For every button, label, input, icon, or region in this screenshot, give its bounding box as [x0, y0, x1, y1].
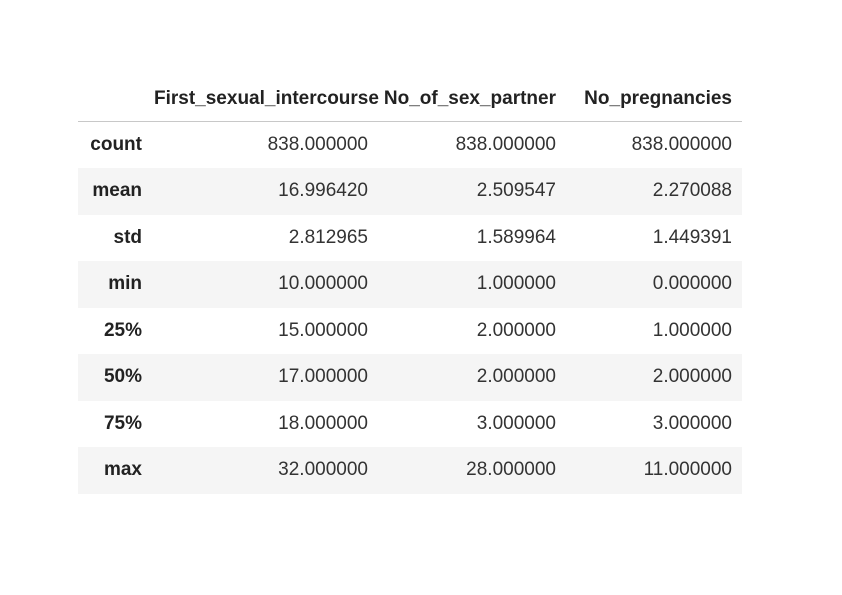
table-cell: 18.000000	[278, 412, 368, 434]
row-label: 75%	[103, 412, 142, 434]
table-cell: 3.000000	[476, 412, 556, 434]
row-label: 25%	[103, 319, 142, 341]
table-cell: 838.000000	[267, 134, 368, 155]
table-cell: 28.000000	[466, 459, 556, 481]
column-header-no-of-sex-partner: No_of_sex_partner	[378, 76, 566, 122]
row-label: mean	[92, 180, 142, 202]
describe-table-container: First_sexual_intercourse No_of_sex_partn…	[78, 76, 742, 494]
table-cell: 2.000000	[476, 319, 556, 341]
table-cell: 1.589964	[476, 226, 556, 248]
row-label: count	[90, 134, 142, 155]
table-cell: 2.509547	[476, 180, 556, 202]
table-cell: 3.000000	[652, 412, 732, 434]
table-cell: 2.270088	[652, 180, 732, 202]
table-cell: 838.000000	[455, 134, 556, 155]
table-row: mean 16.996420 2.509547 2.270088	[78, 168, 742, 215]
describe-table: First_sexual_intercourse No_of_sex_partn…	[78, 76, 742, 494]
row-label: min	[108, 273, 142, 295]
table-cell: 2.000000	[476, 366, 556, 388]
table-row: max 32.000000 28.000000 11.000000	[78, 447, 742, 494]
table-row: std 2.812965 1.589964 1.449391	[78, 215, 742, 262]
table-row: 50% 17.000000 2.000000 2.000000	[78, 354, 742, 401]
table-cell: 1.000000	[476, 273, 556, 295]
table-cell: 32.000000	[278, 459, 368, 481]
index-header	[78, 76, 154, 122]
table-cell: 1.449391	[652, 226, 732, 248]
table-cell: 1.000000	[652, 319, 732, 341]
table-cell: 0.000000	[652, 273, 732, 295]
table-cell: 16.996420	[278, 180, 368, 202]
table-row: min 10.000000 1.000000 0.000000	[78, 261, 742, 308]
column-header-first-sexual-intercourse: First_sexual_intercourse	[154, 76, 379, 122]
row-label: max	[103, 459, 142, 481]
row-label: 50%	[103, 366, 142, 388]
table-row: 75% 18.000000 3.000000 3.000000	[78, 401, 742, 448]
table-cell: 17.000000	[278, 366, 368, 388]
table-cell: 10.000000	[278, 273, 368, 295]
column-header-no-pregnancies: No_pregnancies	[566, 76, 742, 122]
table-cell: 2.000000	[652, 366, 732, 388]
table-header-row: First_sexual_intercourse No_of_sex_partn…	[78, 76, 742, 122]
row-label: std	[113, 226, 143, 248]
table-cell: 11.000000	[643, 459, 732, 481]
table-cell: 2.812965	[288, 226, 368, 248]
table-row: 25% 15.000000 2.000000 1.000000	[78, 308, 742, 355]
table-cell: 15.000000	[278, 319, 368, 341]
table-row: count 838.000000 838.000000 838.000000	[78, 122, 742, 169]
table-cell: 838.000000	[631, 134, 732, 155]
